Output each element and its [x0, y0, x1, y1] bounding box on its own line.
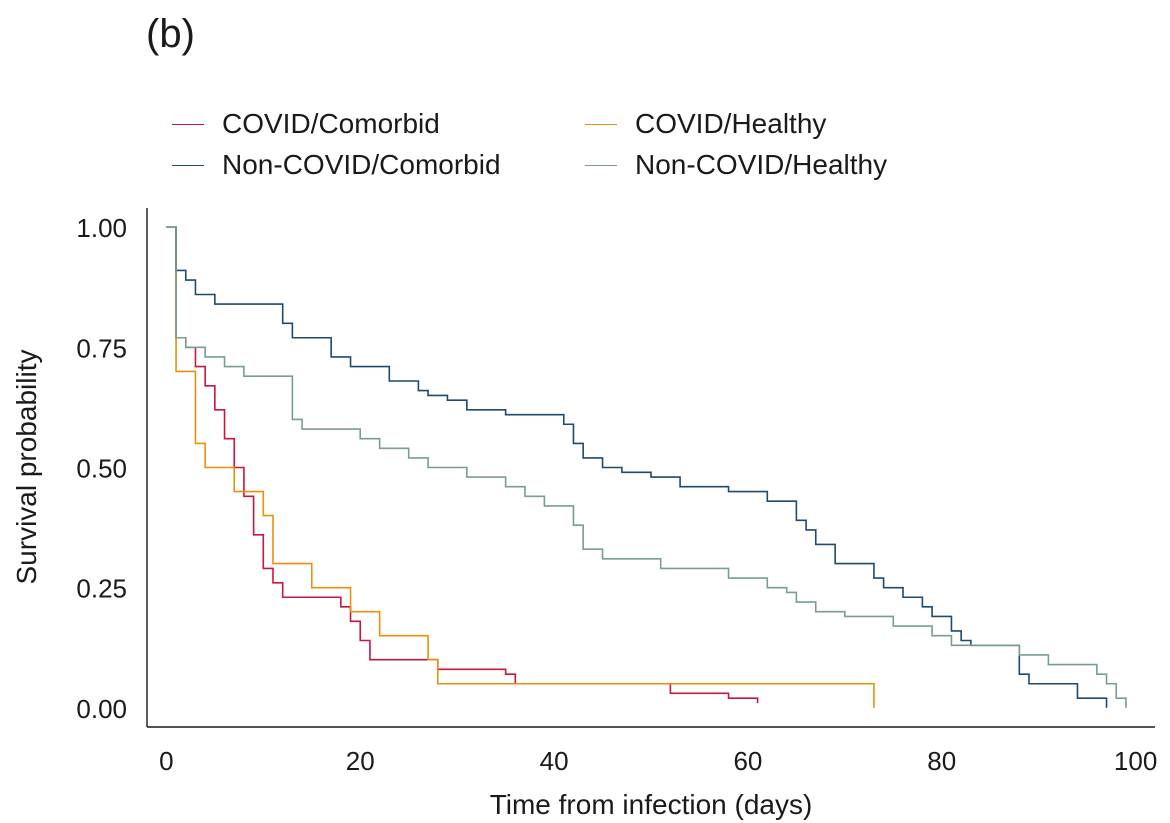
legend-label-covid-comorbid: COVID/Comorbid [222, 108, 440, 139]
series-layer [166, 226, 1127, 708]
legend-item-noncovid-healthy: Non-COVID/Healthy [585, 149, 887, 181]
legend-swatch-covid-comorbid [172, 123, 204, 125]
legend-label-noncovid-comorbid: Non-COVID/Comorbid [222, 149, 501, 180]
axes: 0.00 0.25 0.50 0.75 1.00 0 20 40 60 80 100 [76, 208, 1157, 776]
x-axis-label: Time from infection (days) [490, 789, 813, 820]
x-tick-label: 100 [1114, 746, 1157, 776]
x-tick-label: 80 [927, 746, 956, 776]
legend: COVID/Comorbid COVID/Healthy Non-COVID/C… [0, 0, 1170, 200]
y-tick-label: 0.25 [76, 574, 127, 604]
survival-curve-non-covid-healthy [166, 226, 1127, 708]
survival-curve-covid-comorbid [166, 226, 759, 703]
legend-label-covid-healthy: COVID/Healthy [635, 108, 827, 139]
legend-swatch-noncovid-comorbid [172, 164, 204, 166]
survival-curve-non-covid-comorbid [166, 226, 1108, 708]
y-tick-label: 0.50 [76, 454, 127, 484]
x-tick-label: 60 [733, 746, 762, 776]
survival-curve-covid-healthy [166, 226, 875, 708]
legend-label-noncovid-healthy: Non-COVID/Healthy [635, 149, 888, 180]
x-tick-label: 0 [159, 746, 173, 776]
y-tick-label: 1.00 [76, 213, 127, 243]
legend-item-noncovid-comorbid: Non-COVID/Comorbid [172, 149, 501, 181]
panel-label: (b) [146, 12, 195, 56]
y-axis-label: Survival probability [11, 350, 42, 585]
legend-item-covid-healthy: COVID/Healthy [585, 108, 826, 140]
y-tick-label: 0.00 [76, 694, 127, 724]
legend-swatch-noncovid-healthy [585, 164, 617, 166]
y-tick-label: 0.75 [76, 333, 127, 363]
x-tick-label: 20 [346, 746, 375, 776]
legend-swatch-covid-healthy [585, 123, 617, 125]
x-tick-label: 40 [540, 746, 569, 776]
legend-item-covid-comorbid: COVID/Comorbid [172, 108, 440, 140]
